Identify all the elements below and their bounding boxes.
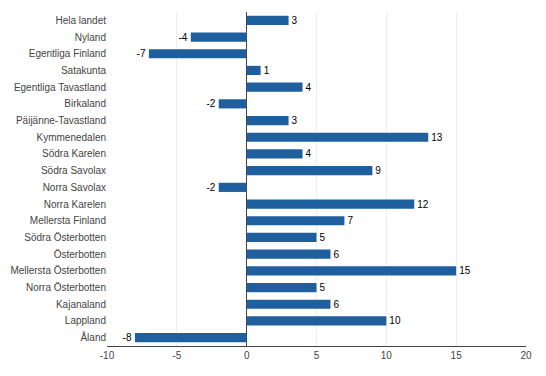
svg-text:Norra Österbotten: Norra Österbotten — [26, 282, 106, 293]
svg-text:Satakunta: Satakunta — [61, 65, 106, 76]
svg-text:7: 7 — [347, 215, 353, 226]
svg-text:5: 5 — [320, 282, 326, 293]
svg-text:20: 20 — [520, 350, 532, 361]
svg-text:Päijänne-Tavastland: Päijänne-Tavastland — [16, 115, 106, 126]
svg-text:3: 3 — [292, 115, 298, 126]
svg-text:5: 5 — [320, 232, 326, 243]
svg-text:Lappland: Lappland — [65, 315, 106, 326]
svg-text:Nyland: Nyland — [75, 32, 106, 43]
svg-text:-5: -5 — [172, 350, 181, 361]
svg-text:Åland: Åland — [80, 331, 106, 343]
svg-text:Södra Savolax: Södra Savolax — [41, 165, 106, 176]
svg-text:Birkaland: Birkaland — [64, 98, 106, 109]
svg-text:10: 10 — [381, 350, 393, 361]
svg-text:3: 3 — [292, 15, 298, 26]
svg-text:Egentliga Finland: Egentliga Finland — [29, 48, 106, 59]
svg-text:4: 4 — [306, 148, 312, 159]
svg-text:Norra Savolax: Norra Savolax — [43, 182, 106, 193]
svg-text:Mellersta Finland: Mellersta Finland — [30, 215, 106, 226]
svg-text:10: 10 — [389, 315, 401, 326]
svg-text:-2: -2 — [206, 182, 215, 193]
svg-text:Norra Karelen: Norra Karelen — [44, 199, 106, 210]
svg-text:13: 13 — [431, 132, 443, 143]
svg-text:15: 15 — [459, 265, 471, 276]
svg-text:6: 6 — [333, 299, 339, 310]
svg-text:Södra Österbotten: Södra Österbotten — [24, 232, 106, 243]
svg-text:6: 6 — [333, 249, 339, 260]
svg-text:12: 12 — [417, 199, 429, 210]
svg-text:Kajanaland: Kajanaland — [56, 299, 106, 310]
svg-text:-7: -7 — [137, 48, 146, 59]
svg-text:-8: -8 — [123, 332, 132, 343]
svg-text:0: 0 — [244, 350, 250, 361]
svg-text:1: 1 — [264, 65, 270, 76]
svg-text:-4: -4 — [178, 32, 187, 43]
svg-text:Södra Karelen: Södra Karelen — [42, 148, 106, 159]
svg-text:9: 9 — [375, 165, 381, 176]
svg-text:Mellersta Österbotten: Mellersta Österbotten — [10, 265, 106, 276]
svg-text:Kymmenedalen: Kymmenedalen — [37, 132, 106, 143]
svg-text:-10: -10 — [100, 350, 115, 361]
svg-text:5: 5 — [314, 350, 320, 361]
svg-text:4: 4 — [306, 82, 312, 93]
svg-text:-2: -2 — [206, 98, 215, 109]
svg-text:Egentliga Tavastland: Egentliga Tavastland — [14, 82, 106, 93]
svg-text:Hela landet: Hela landet — [55, 15, 106, 26]
svg-text:15: 15 — [451, 350, 463, 361]
svg-text:Österbotten: Österbotten — [54, 249, 106, 260]
